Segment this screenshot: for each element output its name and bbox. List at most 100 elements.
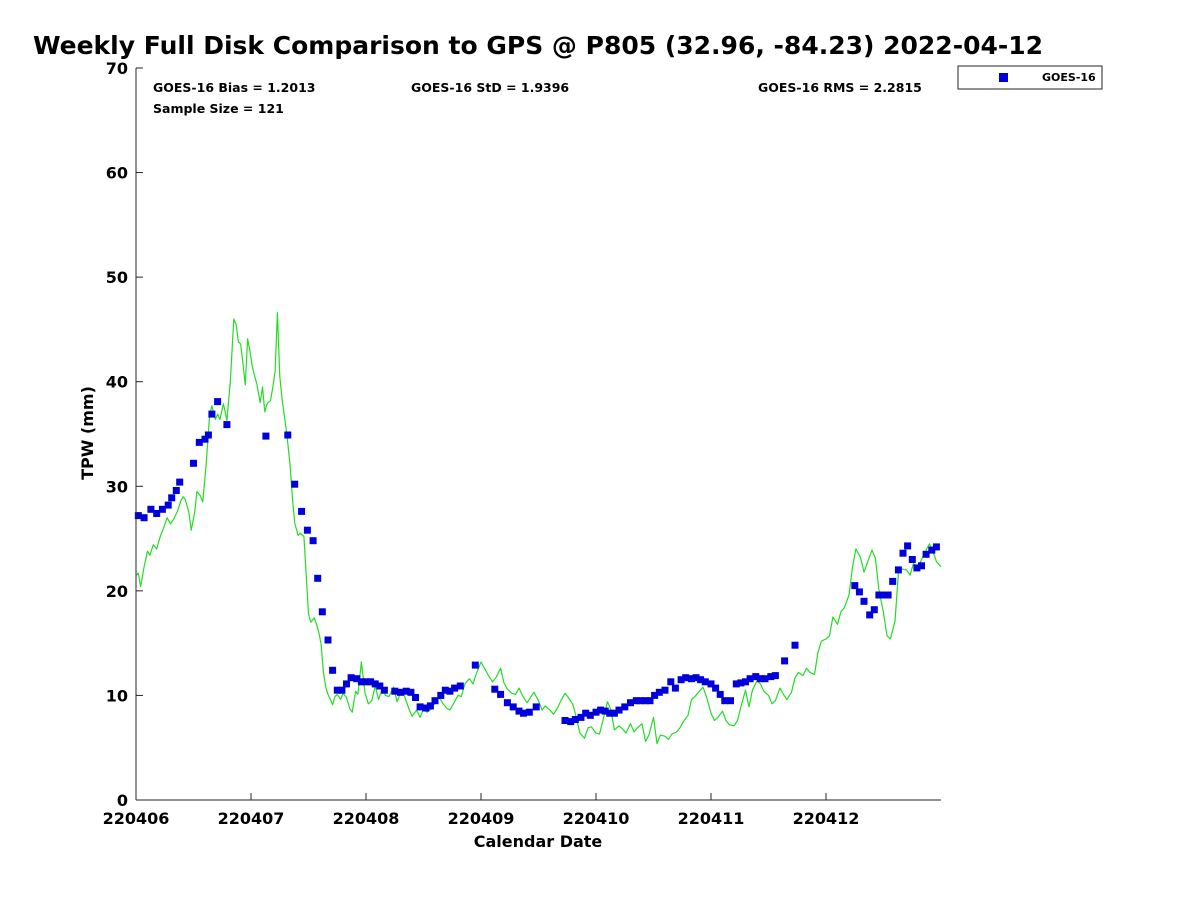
goes16-data-point [376,682,384,690]
x-tick-label: 220412 [793,809,860,828]
goes16-data-point [908,556,916,563]
goes16-data-point [147,505,155,513]
goes16-data-point [168,494,176,502]
goes16-data-point [426,702,434,710]
goes16-data-point [195,438,203,446]
goes16-data-point [520,709,527,717]
goes16-data-point [767,673,775,681]
legend-box [957,65,1103,90]
goes16-data-point [329,666,337,674]
goes16-data-point [422,704,430,712]
goes16-data-point [922,550,930,558]
y-tick-label: 30 [106,477,128,496]
y-tick-label: 0 [117,791,128,810]
rms-stat: GOES-16 RMS = 2.2815 [758,80,922,95]
goes16-data-point [855,588,863,596]
goes16-data-point [532,703,540,711]
goes16-data-point [701,678,709,686]
goes16-data-point [471,661,479,669]
goes16-data-point [561,717,569,724]
x-tick-label: 220410 [563,809,630,828]
goes16-data-point [682,674,690,682]
goes16-data-point [606,709,614,717]
goes16-data-point [204,431,212,439]
goes16-data-point [646,697,654,705]
goes16-data-point [582,709,590,717]
y-tick-label: 40 [106,373,128,392]
goes16-data-point [655,688,663,696]
goes16-data-point [577,713,585,721]
goes16-data-point [402,687,410,695]
gps-series-line [135,312,942,745]
goes16-data-point [338,686,346,694]
goes16-data-point [771,672,779,680]
y-tick-label: 10 [106,686,128,705]
goes16-data-point [190,459,197,467]
goes16-data-point [362,678,370,686]
x-axis-label: Calendar Date [474,832,603,851]
goes16-data-point [176,478,184,486]
goes16-data-point [592,708,600,716]
goes16-data-point [661,686,669,694]
goes16-data-point [318,608,326,616]
goes16-data-point [642,697,649,705]
goes16-data-point [875,591,883,599]
goes16-data-point [637,697,645,705]
goes16-data-point [303,526,311,534]
x-axis-ticks: 220406 220407 220408 220409 220410 220411 2204… [103,793,860,828]
goes16-data-point [928,546,936,554]
goes16-data-point [727,697,734,705]
goes16-data-point [357,678,365,686]
goes16-data-point [677,676,685,684]
legend-label-goes16: GOES-16 [1042,71,1096,84]
legend-square-marker [999,73,1008,82]
x-tick-label: 220411 [678,809,745,828]
goes16-data-point [371,680,379,688]
goes16-data-point [707,680,715,688]
goes16-data-point [298,507,306,515]
goes16-data-point [140,514,148,522]
goes16-data-point [904,542,912,550]
goes16-data-point [601,707,609,715]
goes16-data-point [781,657,789,665]
goes16-data-point [172,487,180,494]
y-tick-label: 50 [106,268,128,287]
plot-area [136,68,941,800]
goes16-data-point [291,480,299,488]
chart-title: Weekly Full Disk Comparison to GPS @ P80… [33,31,1043,60]
goes16-data-point [752,673,760,681]
goes16-data-point [397,688,404,696]
goes16-data-point [918,562,925,570]
goes16-data-point [791,641,799,649]
goes16-data-point [347,674,355,682]
goes16-data-point [416,703,424,711]
goes16-data-point [860,597,868,605]
x-tick-label: 220409 [448,809,515,828]
goes16-data-point [437,691,445,699]
goes16-data-point [671,684,679,692]
y-tick-label: 20 [106,582,128,601]
goes16-data-point [712,684,720,692]
goes16-data-point [509,703,517,711]
goes16-data-point [353,675,361,683]
goes16-data-point [692,674,700,682]
goes16-data-point [880,591,887,599]
goes16-data-point [716,690,724,698]
goes16-data-point [932,543,940,551]
goes16-data-point [158,505,166,513]
goes16-data-point [446,687,454,695]
goes16-data-point [870,606,878,614]
goes16-data-point [621,703,629,711]
x-tick-label: 220408 [333,809,400,828]
goes16-data-point [515,707,523,715]
goes16-data-point [380,686,388,694]
bias-stat: GOES-16 Bias = 1.2013 [153,80,315,95]
sample-size-stat: Sample Size = 121 [153,101,284,116]
goes16-data-point [610,709,618,717]
goes16-data-point [324,636,332,644]
goes16-data-point [697,676,705,684]
goes16-data-point [586,711,594,719]
goes16-data-point [497,690,505,698]
goes16-data-point [412,694,419,701]
